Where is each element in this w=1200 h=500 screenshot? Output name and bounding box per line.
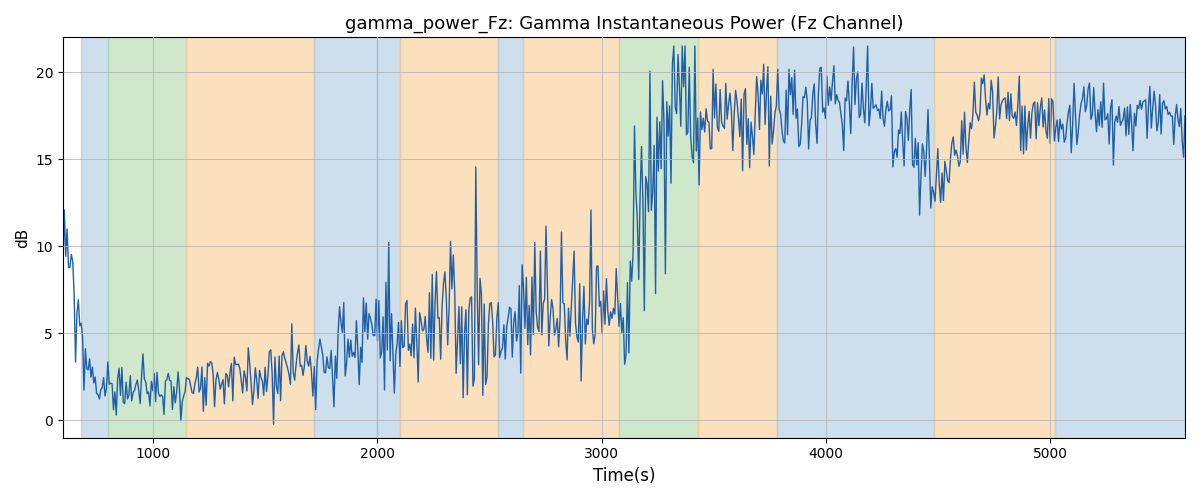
Title: gamma_power_Fz: Gamma Instantaneous Power (Fz Channel): gamma_power_Fz: Gamma Instantaneous Powe… <box>344 15 904 34</box>
X-axis label: Time(s): Time(s) <box>593 467 655 485</box>
Bar <box>698 38 776 438</box>
Bar <box>80 38 108 438</box>
Bar <box>498 38 523 438</box>
Bar <box>1055 38 1186 438</box>
Bar <box>523 38 619 438</box>
Bar <box>186 38 314 438</box>
Bar <box>776 38 934 438</box>
Bar <box>108 38 186 438</box>
Bar <box>400 38 498 438</box>
Bar <box>934 38 1055 438</box>
Bar <box>377 38 400 438</box>
Bar <box>619 38 698 438</box>
Bar <box>314 38 377 438</box>
Y-axis label: dB: dB <box>16 228 30 248</box>
